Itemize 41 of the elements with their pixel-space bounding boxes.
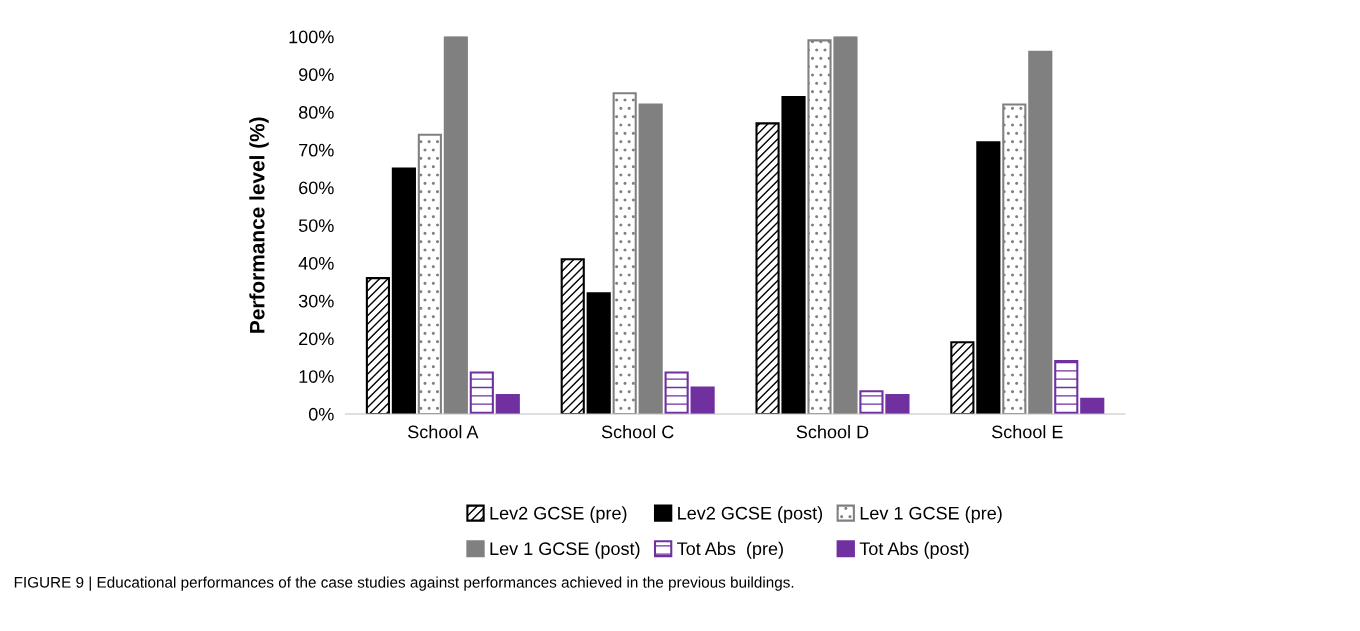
- legend-label: Tot Abs (post): [859, 541, 969, 559]
- bar: [664, 371, 689, 414]
- bar: [638, 103, 663, 414]
- y-tick-label: 90%: [299, 68, 334, 82]
- x-tick-label: School A: [408, 425, 479, 439]
- bar: [365, 277, 390, 414]
- y-tick-label: 70%: [299, 143, 334, 157]
- bar: [1080, 397, 1105, 414]
- legend-label: Tot Abs (pre): [677, 541, 783, 559]
- legend-label: Lev2 GCSE (post): [678, 506, 823, 524]
- bar: [690, 386, 715, 414]
- y-tick-label: 10%: [299, 370, 334, 383]
- caption: FIGURE 9 | Educational performances of the case studies against performances achieved in the previous buildings.: [14, 576, 794, 591]
- x-tick-label: School C: [601, 425, 674, 439]
- legend-label: Lev 1 GCSE (pre): [860, 506, 1002, 524]
- y-tick-label: 50%: [298, 219, 334, 232]
- y-tick-label: 100%: [289, 30, 334, 44]
- bar: [560, 258, 585, 414]
- bar: [1054, 360, 1079, 414]
- legend-label: Lev 1 GCSE (post): [490, 541, 640, 559]
- bar: [586, 292, 611, 414]
- bar: [1028, 50, 1053, 414]
- y-tick-label: 80%: [298, 106, 334, 119]
- y-axis-title: Performance level (%): [249, 117, 269, 333]
- y-tick-label: 20%: [299, 332, 334, 346]
- y-tick-label: 0%: [308, 407, 334, 421]
- bar: [495, 394, 520, 414]
- bar: [417, 133, 442, 414]
- bar: [469, 371, 494, 414]
- bar: [443, 36, 468, 414]
- y-tick-label: 30%: [298, 294, 334, 308]
- bar: [391, 167, 416, 414]
- legend-label: Lev2 GCSE (pre): [490, 506, 627, 524]
- bar: [976, 141, 1001, 414]
- x-tick-label: School E: [992, 425, 1063, 439]
- y-tick-label: 40%: [298, 256, 334, 270]
- bar: [950, 341, 975, 414]
- bar: [612, 92, 637, 414]
- x-tick-label: School D: [796, 425, 869, 439]
- bar: [1002, 103, 1027, 414]
- y-tick-label: 60%: [299, 181, 334, 195]
